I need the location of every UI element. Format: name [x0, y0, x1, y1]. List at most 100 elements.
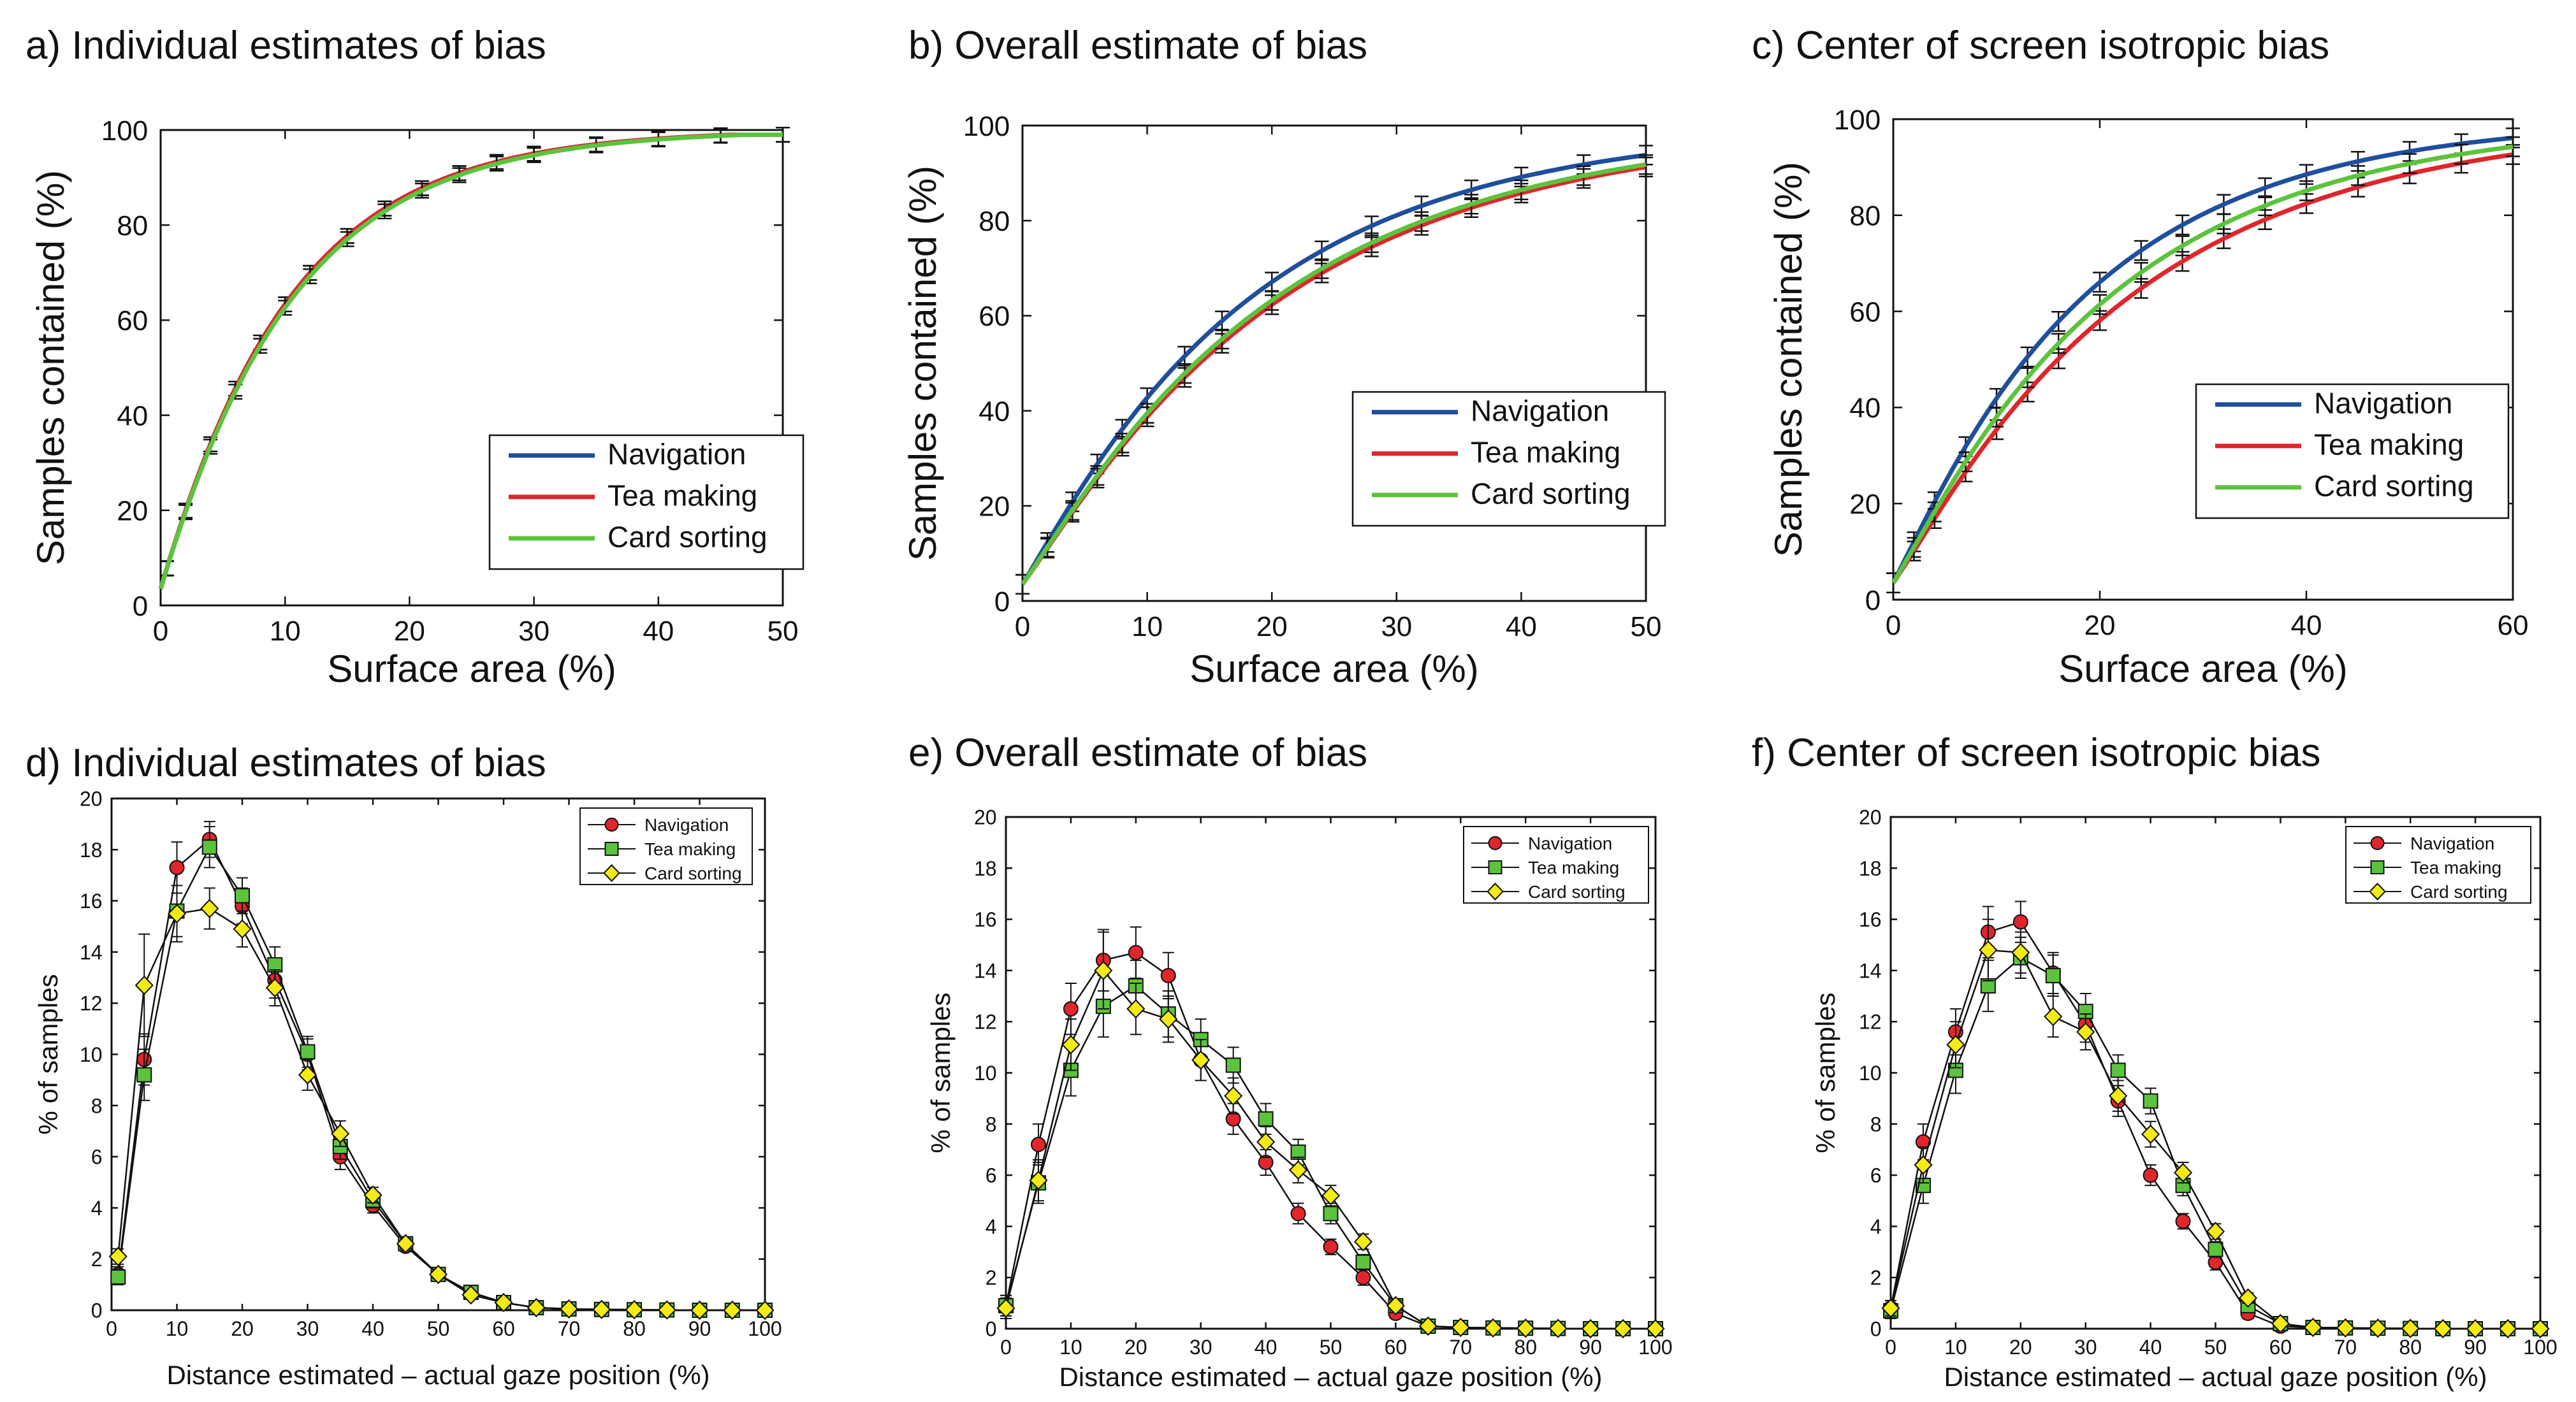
- y-tick-label-d: 14: [80, 941, 103, 964]
- data-point: [2173, 1162, 2193, 1183]
- data-point: [1126, 999, 1146, 1019]
- data-point: [1483, 1318, 1503, 1338]
- x-tick-label-e: 100: [1638, 1336, 1672, 1359]
- data-point: [2368, 1319, 2387, 1338]
- data-point: [233, 919, 252, 939]
- series-c-card-sorting: [1886, 136, 2520, 593]
- x-tick-label-d: 100: [748, 1317, 782, 1340]
- data-point: [298, 1065, 317, 1085]
- y-tick-label-d: 16: [80, 890, 103, 913]
- data-point: [1191, 1050, 1211, 1070]
- y-tick-label-b: 40: [979, 396, 1010, 427]
- y-tick-label-f: 20: [1859, 806, 1882, 829]
- x-axis-label-f: Distance estimated – actual gaze positio…: [1944, 1362, 2487, 1392]
- data-point: [604, 842, 619, 856]
- curve-line: [1020, 152, 1647, 586]
- series-a-card-sorting: [158, 127, 790, 589]
- x-tick-label-f: 10: [1944, 1336, 1967, 1359]
- panel-title-b: b) Overall estimate of bias: [908, 24, 1367, 68]
- legend-b: Navigation Tea making Card sorting: [1351, 391, 1666, 527]
- legend-label: Tea making: [1471, 436, 1620, 469]
- data-point: [1613, 1319, 1633, 1339]
- legend-label: Navigation: [1528, 834, 1612, 853]
- legend-label: Card sorting: [644, 864, 742, 883]
- data-point: [2143, 1167, 2158, 1183]
- series-d-card-sorting: [108, 885, 775, 1320]
- y-tick-label-f: 12: [1859, 1011, 1882, 1034]
- x-tick-label-d: 20: [231, 1317, 254, 1340]
- legend-label: Navigation: [608, 438, 746, 471]
- y-tick-label-a: 20: [117, 496, 148, 527]
- data-point: [1323, 1239, 1339, 1255]
- y-tick-label-d: 2: [91, 1248, 103, 1271]
- data-point: [396, 1234, 415, 1254]
- y-tick-label-a: 0: [133, 591, 148, 622]
- y-tick-label-b: 0: [994, 586, 1010, 618]
- data-point: [462, 1285, 481, 1305]
- x-tick-label-d: 90: [688, 1317, 711, 1340]
- y-axis-label-e: % of samples: [926, 992, 956, 1153]
- y-axis-label-a: Samples contained (%): [29, 170, 72, 565]
- panel-title-a: a) Individual estimates of bias: [25, 24, 546, 68]
- x-tick-label-e: 40: [1255, 1336, 1277, 1359]
- panel-title-d: d) Individual estimates of bias: [25, 741, 546, 785]
- data-point: [2271, 1313, 2290, 1334]
- x-tick-label-e: 60: [1385, 1336, 1408, 1359]
- y-tick-label-c: 100: [1834, 105, 1881, 136]
- series-e-tea-making: [998, 959, 1663, 1336]
- y-tick-label-d: 12: [80, 992, 103, 1015]
- curve-line: [158, 133, 783, 589]
- y-axis-label-d: % of samples: [33, 974, 63, 1134]
- data-point: [2044, 1006, 2063, 1027]
- x-tick-label-f: 100: [2523, 1336, 2557, 1359]
- y-tick-label-d: 0: [91, 1299, 103, 1322]
- x-tick-label-e: 70: [1450, 1336, 1473, 1359]
- data-point: [690, 1300, 709, 1320]
- y-tick-label-a: 80: [117, 210, 148, 242]
- legend-label: Navigation: [644, 815, 729, 835]
- y-tick-label-e: 12: [974, 1011, 997, 1034]
- x-tick-label-a: 30: [518, 616, 549, 647]
- data-point: [1516, 1319, 1535, 1338]
- x-tick-label-d: 50: [427, 1317, 450, 1340]
- data-point: [1030, 1136, 1046, 1152]
- data-point: [1094, 960, 1113, 981]
- y-tick-label-d: 6: [91, 1146, 103, 1169]
- x-tick-label-d: 60: [492, 1317, 515, 1340]
- data-point: [201, 839, 217, 855]
- curve-line: [1021, 162, 1647, 586]
- data-point: [604, 818, 619, 832]
- data-point: [135, 975, 154, 995]
- series-b-card-sorting: [1015, 154, 1653, 595]
- legend-label: Card sorting: [2410, 882, 2508, 902]
- data-point: [1914, 1155, 1933, 1175]
- data-point: [1386, 1296, 1405, 1316]
- legend-label: Tea making: [608, 479, 757, 512]
- series-b-tea-making: [1015, 156, 1653, 595]
- data-point: [108, 1247, 127, 1266]
- legend-c: Navigation Tea making Card sorting: [2195, 383, 2510, 519]
- x-tick-label-b: 20: [1256, 611, 1288, 642]
- legend-d: Navigation Tea making Card sorting: [579, 807, 753, 885]
- data-point: [1159, 1009, 1178, 1029]
- x-tick-label-b: 0: [1015, 611, 1030, 642]
- data-point: [1225, 1057, 1241, 1073]
- data-point: [2110, 1062, 2126, 1078]
- data-point: [2175, 1213, 2191, 1229]
- x-tick-label-b: 10: [1132, 611, 1163, 642]
- data-point: [1946, 1035, 1965, 1055]
- x-tick-label-f: 50: [2204, 1336, 2227, 1359]
- y-tick-label-d: 18: [80, 839, 103, 862]
- x-tick-label-d: 70: [558, 1317, 581, 1340]
- x-tick-label-e: 10: [1059, 1336, 1082, 1359]
- series-line: [117, 907, 765, 1312]
- x-tick-label-d: 10: [166, 1317, 189, 1340]
- x-tick-label-a: 40: [643, 616, 674, 647]
- data-point: [559, 1299, 579, 1319]
- y-tick-label-d: 20: [80, 788, 103, 811]
- y-tick-label-f: 4: [1870, 1215, 1882, 1238]
- series-f-card-sorting: [1881, 918, 2550, 1339]
- y-tick-label-e: 16: [974, 908, 997, 931]
- data-point: [2498, 1319, 2517, 1339]
- x-tick-label-a: 50: [768, 616, 799, 647]
